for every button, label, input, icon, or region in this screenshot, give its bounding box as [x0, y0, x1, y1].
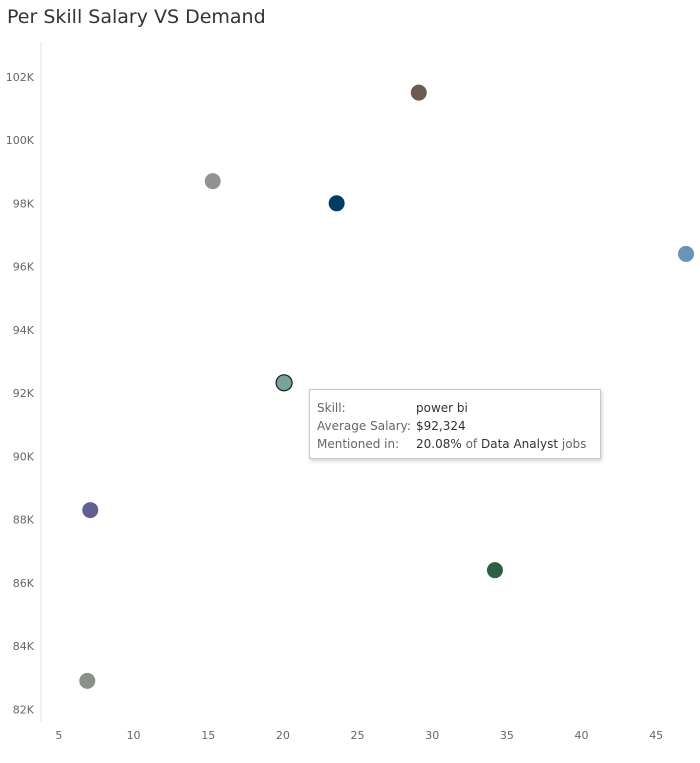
data-point-selected[interactable]	[275, 374, 293, 392]
tooltip-mentioned-suffix: jobs	[561, 437, 587, 451]
y-tick-label: 94K	[13, 324, 35, 337]
tooltip-skill-label: Skill:	[317, 401, 346, 415]
x-tick-label: 45	[649, 729, 663, 742]
x-tick-label: 30	[425, 729, 439, 742]
tooltip-mentioned-label: Mentioned in:	[317, 437, 400, 451]
skill-tooltip: Skill: power bi Average Salary: $92,324 …	[309, 389, 601, 459]
tooltip-salary-row: Average Salary: $92,324	[317, 417, 593, 435]
y-axis-ticks: 82K 84K 86K 88K 90K 92K 94K 96K 98K 100K 102K	[6, 71, 35, 717]
y-tick-label: 98K	[13, 197, 35, 210]
x-tick-label: 25	[351, 729, 365, 742]
data-point[interactable]	[410, 84, 427, 101]
y-tick-label: 96K	[13, 261, 35, 274]
chart-title: Per Skill Salary VS Demand	[7, 6, 266, 28]
tooltip-salary-label: Average Salary:	[317, 419, 411, 433]
x-tick-label: 40	[575, 729, 589, 742]
data-point[interactable]	[204, 173, 221, 190]
data-point[interactable]	[486, 562, 503, 579]
tooltip-mentioned-role: Data Analyst	[481, 437, 559, 451]
y-tick-label: 82K	[13, 703, 35, 716]
x-tick-label: 35	[500, 729, 514, 742]
y-tick-label: 84K	[13, 640, 35, 653]
tooltip-skill-value: power bi	[416, 401, 468, 415]
x-tick-label: 10	[127, 729, 141, 742]
tooltip-mentioned-of: of	[465, 437, 478, 451]
data-point[interactable]	[328, 195, 345, 212]
tooltip-skill-row: Skill: power bi	[317, 399, 593, 417]
x-axis-ticks: 5 10 15 20 25 30 35 40 45	[55, 729, 663, 742]
y-tick-label: 102K	[6, 71, 35, 84]
tooltip-mentioned-percent: 20.08%	[416, 437, 462, 451]
y-tick-label: 100K	[6, 134, 35, 147]
tooltip-salary-value: $92,324	[416, 419, 466, 433]
x-tick-label: 20	[276, 729, 290, 742]
data-point[interactable]	[82, 502, 99, 519]
y-tick-label: 88K	[13, 514, 35, 527]
x-tick-label: 15	[201, 729, 215, 742]
x-tick-label: 5	[55, 729, 62, 742]
data-points	[79, 84, 695, 689]
data-point[interactable]	[678, 245, 695, 262]
tooltip-mentioned-row: Mentioned in: 20.08% of Data Analyst job…	[317, 435, 593, 453]
data-point[interactable]	[79, 672, 96, 689]
y-tick-label: 86K	[13, 577, 35, 590]
y-tick-label: 92K	[13, 387, 35, 400]
y-tick-label: 90K	[13, 450, 35, 463]
